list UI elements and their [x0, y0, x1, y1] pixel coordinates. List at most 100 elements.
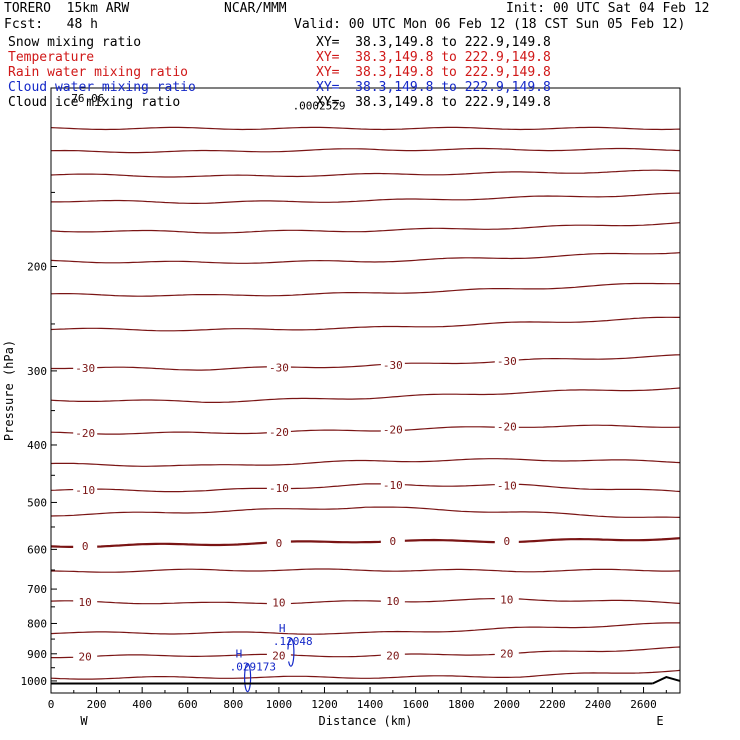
contour-label--20-0: -20 — [75, 427, 95, 440]
cloud-max-value-1: .029173 — [230, 661, 276, 674]
contour-line--40 — [50, 282, 681, 297]
top-annotation-0: -76.06 — [65, 92, 105, 105]
contour-label-20-3: 20 — [500, 647, 513, 660]
contour-label-bg — [73, 427, 98, 440]
contour-label--30-2: -30 — [383, 359, 403, 372]
y-tick-label-400: 400 — [27, 439, 47, 452]
x-tick-label-600: 600 — [178, 698, 198, 711]
y-tick-label-600: 600 — [27, 543, 47, 556]
y-tick-label-900: 900 — [27, 648, 47, 661]
contour-line--35 — [50, 316, 680, 332]
x-tick-label-800: 800 — [223, 698, 243, 711]
contour-label-bg — [494, 354, 519, 367]
contour-labels: -30 -30 -30 -30 -20 -20 -20 -20 -10 -10 -10 -10 0 0 0 0… — [65, 92, 519, 663]
cloud-water-contour-1 — [243, 663, 252, 693]
contour-label-bg — [380, 595, 405, 608]
cloud-max-value-0: .12048 — [273, 635, 313, 648]
x-tick-label-1600: 1600 — [402, 698, 429, 711]
y-tick-label-1000: 1000 — [21, 675, 48, 688]
xy-snow: XY= 38.3,149.8 to 222.9,149.8 — [316, 35, 551, 50]
contour-line--20 — [50, 424, 681, 435]
contour-line--60 — [50, 169, 681, 178]
x-tick-label-1200: 1200 — [311, 698, 338, 711]
contour-label-bg — [494, 647, 519, 660]
y-axis-title: Pressure (hPa) — [2, 340, 16, 441]
west-label: W — [80, 714, 88, 728]
contour-line--30 — [51, 354, 681, 371]
cloud-max-h-1: H — [236, 648, 243, 661]
contour-label-0-3: 0 — [503, 535, 510, 548]
contour-label-bg — [266, 649, 291, 662]
contour-label--10-2: -10 — [383, 479, 403, 492]
terrain-rise — [652, 675, 681, 685]
contour-label-10-3: 10 — [500, 593, 513, 606]
contour-label-10-0: 10 — [79, 596, 92, 609]
contour-label-bg — [494, 420, 519, 433]
field-name-temperature: Temperature — [8, 50, 95, 65]
contour-line--15 — [50, 458, 681, 467]
y-tick-label-800: 800 — [27, 617, 47, 630]
contour-label-bg — [266, 596, 291, 609]
contour-label-bg — [494, 535, 519, 548]
contour-label-bg — [73, 484, 98, 497]
contour-line-15 — [50, 622, 680, 635]
contour-label--10-1: -10 — [269, 482, 289, 495]
model-name: TORERO 15km ARW — [4, 1, 130, 16]
contour-line-10 — [50, 598, 681, 605]
temperature-contours — [50, 126, 681, 680]
contour-label--30-3: -30 — [497, 355, 517, 368]
x-tick-label-1000: 1000 — [266, 698, 293, 711]
x-tick-label-2400: 2400 — [585, 698, 612, 711]
xy-cloud-water: XY= 38.3,149.8 to 222.9,149.8 — [316, 80, 551, 95]
valid-time: Valid: 00 UTC Mon 06 Feb 12 (18 CST Sun … — [294, 17, 686, 32]
contour-label-bg — [266, 482, 291, 495]
contour-label--10-3: -10 — [497, 479, 517, 492]
contour-label-bg — [266, 425, 291, 438]
contour-label--30-0: -30 — [75, 362, 95, 375]
plot-frame — [50, 87, 681, 694]
contour-label-bg — [266, 361, 291, 374]
contour-label--30-1: -30 — [269, 362, 289, 375]
contour-line--25 — [50, 387, 681, 403]
contour-label-bg — [494, 479, 519, 492]
contour-label-bg — [380, 649, 405, 662]
contour-line--55 — [51, 192, 681, 204]
contour-label--20-1: -20 — [269, 426, 289, 439]
contour-label-bg — [380, 358, 405, 371]
contour-line--5 — [50, 506, 681, 518]
contour-label-20-0: 20 — [79, 650, 92, 663]
x-tick-label-1400: 1400 — [357, 698, 384, 711]
top-annotation-1: .0002529 — [293, 99, 346, 112]
contour-label-bg — [494, 593, 519, 606]
field-name-cloud-water: Cloud water mixing ratio — [8, 80, 196, 95]
contour-line--45 — [50, 252, 681, 264]
x-tick-label-200: 200 — [87, 698, 107, 711]
contour-label-bg — [73, 539, 98, 552]
forecast-hour: Fcst: 48 h — [4, 17, 98, 32]
center-name: NCAR/MMM — [224, 1, 287, 16]
contour-line--65 — [50, 147, 681, 154]
cloud-max-h-0: H — [279, 622, 286, 635]
contour-line--10 — [50, 483, 681, 493]
y-tick-label-300: 300 — [27, 365, 47, 378]
contour-line--50 — [50, 222, 681, 234]
contour-label-bg — [73, 650, 98, 663]
contour-line-20 — [51, 646, 681, 659]
x-tick-label-2600: 2600 — [630, 698, 657, 711]
plot-border — [50, 87, 681, 694]
contour-line--70 — [50, 126, 681, 131]
y-tick-label-200: 200 — [27, 260, 47, 273]
xy-rain: XY= 38.3,149.8 to 222.9,149.8 — [316, 65, 551, 80]
contour-label-20-2: 20 — [386, 649, 399, 662]
x-tick-label-0: 0 — [48, 698, 55, 711]
contour-label-bg — [380, 478, 405, 491]
x-tick-label-2000: 2000 — [494, 698, 521, 711]
contour-label-bg — [73, 361, 98, 374]
xy-temperature: XY= 38.3,149.8 to 222.9,149.8 — [316, 50, 551, 65]
contour-line-25 — [50, 669, 681, 680]
x-tick-label-400: 400 — [132, 698, 152, 711]
field-name-cloud-ice: Cloud ice mixing ratio — [8, 95, 181, 110]
